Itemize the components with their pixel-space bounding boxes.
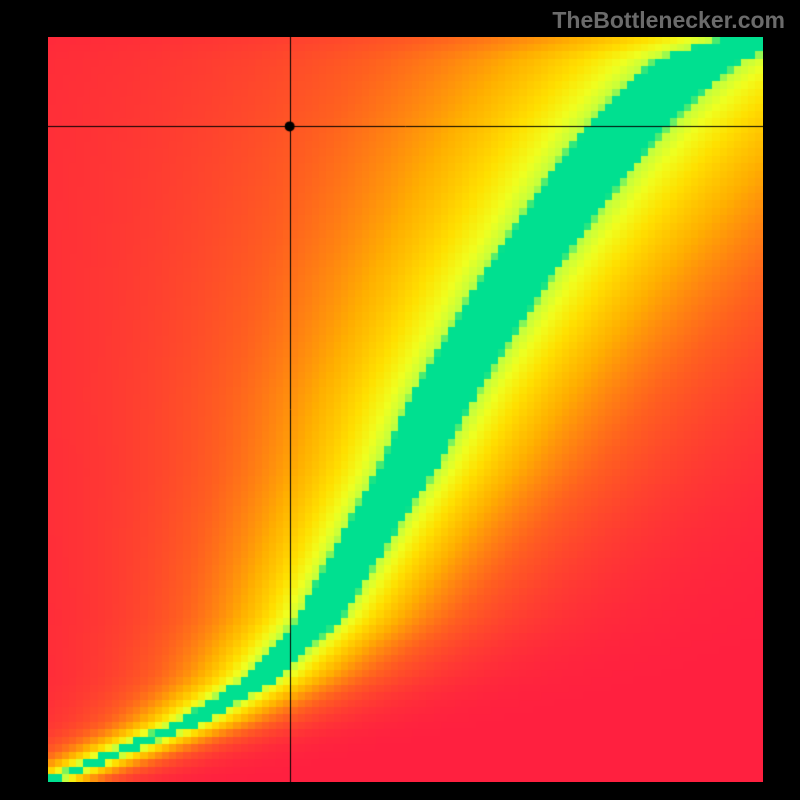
- bottleneck-heatmap: [48, 37, 763, 782]
- watermark-text: TheBottlenecker.com: [552, 7, 785, 34]
- chart-container: TheBottlenecker.com: [0, 0, 800, 800]
